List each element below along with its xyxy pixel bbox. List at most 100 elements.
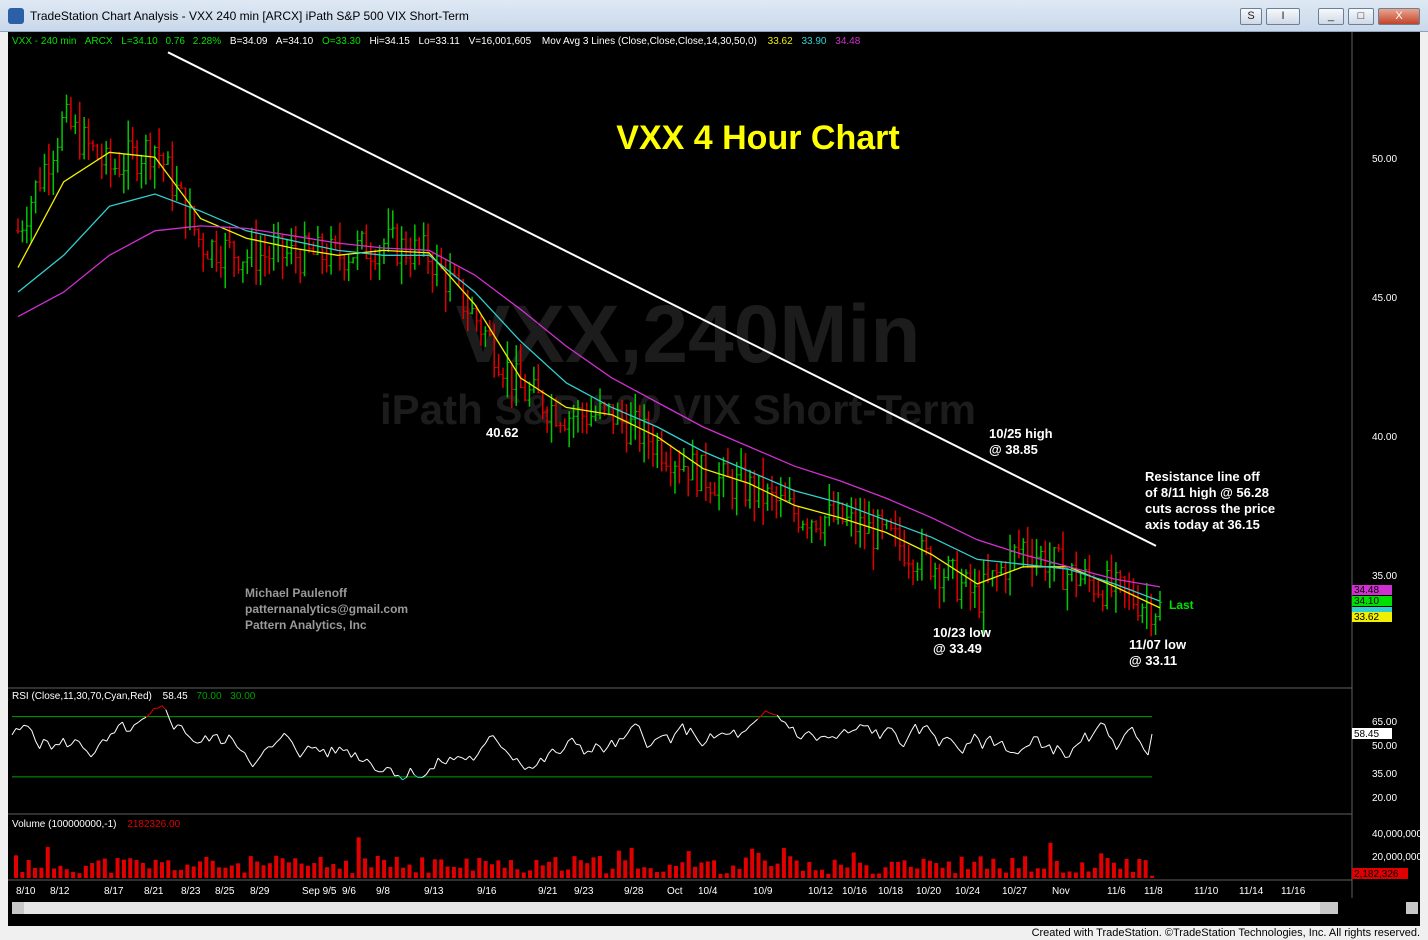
rsi-line-segment <box>70 739 76 746</box>
rsi-line-segment <box>1092 728 1098 736</box>
volume-bar <box>413 872 418 878</box>
scroll-right-button[interactable] <box>1406 902 1418 914</box>
volume-bar <box>210 860 215 878</box>
rsi-line-segment <box>213 734 218 736</box>
chart-canvas[interactable]: VXX,240Min iPath S&P 500 VIX Short-Term … <box>8 32 1420 930</box>
volume-bar <box>96 860 101 878</box>
scroll-thumb[interactable] <box>1320 902 1338 914</box>
volume-bar <box>566 869 571 878</box>
header-ask: A=34.10 <box>276 36 314 47</box>
volume-bar <box>121 859 126 878</box>
maximize-button[interactable]: □ <box>1348 8 1374 25</box>
rsi-line-segment <box>358 759 364 763</box>
volume-bar <box>1137 858 1142 878</box>
volume-bar <box>388 866 393 878</box>
volume-bar <box>946 861 951 878</box>
tag-ma14: 33.62 <box>1354 612 1379 623</box>
rsi-line-segment <box>1104 724 1110 736</box>
annotation-low-40-62: 40.62 <box>486 425 519 440</box>
rsi-line-segment <box>248 760 254 768</box>
rsi-line-segment <box>193 740 198 744</box>
rsi-line-segment <box>346 749 352 758</box>
volume-bar <box>451 866 456 878</box>
x-axis-label: Oct <box>667 886 683 897</box>
rsi-line-segment <box>43 738 48 742</box>
header-volume: V=16,001,605 <box>469 36 532 47</box>
volume-bar <box>667 864 672 878</box>
volume-bar <box>1035 868 1040 878</box>
window-titlebar: TradeStation Chart Analysis - VXX 240 mi… <box>0 0 1428 32</box>
rsi-line-segment <box>157 705 163 709</box>
x-axis-label: 11/16 <box>1281 886 1306 897</box>
minimize-button[interactable]: _ <box>1318 8 1344 25</box>
close-button[interactable]: X <box>1378 8 1420 25</box>
rsi-line-segment <box>765 710 770 714</box>
ma30-value: 33.90 <box>801 36 826 47</box>
rsi-line-segment <box>1096 722 1102 729</box>
chart-title: VXX 4 Hour Chart <box>616 119 899 157</box>
rsi-line-segment <box>528 766 533 769</box>
volume-bar <box>635 868 640 878</box>
symbol-link-button[interactable]: S <box>1240 8 1262 25</box>
rsi-line-segment <box>256 756 261 762</box>
rsi-line-segment <box>599 746 605 753</box>
rsi-line-segment <box>481 743 486 749</box>
volume-bar <box>489 864 494 878</box>
rsi-line-segment <box>520 764 526 770</box>
rsi-line-segment <box>129 724 135 732</box>
scrollbar-track[interactable] <box>12 902 1338 914</box>
volume-bar <box>458 867 463 878</box>
header-change: 0.76 <box>166 36 186 47</box>
volume-bar <box>464 858 469 878</box>
rsi-line-segment <box>303 745 309 753</box>
x-axis-label: 9/28 <box>624 886 644 897</box>
volume-bar <box>223 867 228 878</box>
volume-bar <box>965 869 970 878</box>
volume-bar <box>1004 872 1009 878</box>
rsi-line-segment <box>1065 756 1070 758</box>
rsi-line-segment <box>295 749 301 758</box>
rsi-line-segment <box>1108 735 1113 741</box>
rsi-line-segment <box>615 738 620 748</box>
rsi-line-segment <box>899 742 904 748</box>
volume-bar <box>781 848 786 878</box>
scroll-left-button[interactable] <box>12 902 24 914</box>
volume-bar <box>680 862 685 878</box>
volume-bar <box>851 852 856 878</box>
volume-bar <box>1023 856 1028 878</box>
author-company: Pattern Analytics, Inc <box>245 618 367 632</box>
rsi-line-segment <box>630 723 636 728</box>
volume-bar <box>648 868 653 878</box>
tag-ma50: 34.48 <box>1354 585 1379 596</box>
volume-bar <box>864 865 869 878</box>
indicator-menu-button[interactable]: I <box>1266 8 1300 25</box>
volume-bar <box>1124 859 1129 878</box>
rsi-line-segment <box>437 757 443 763</box>
rsi-line-segment <box>773 713 778 716</box>
rsi-line-segment <box>1001 740 1007 751</box>
watermark-name: iPath S&P 500 VIX Short-Term <box>380 386 976 433</box>
x-axis-label: 8/23 <box>181 886 201 897</box>
rsi-line-segment <box>1025 744 1030 748</box>
volume-bar <box>185 864 190 878</box>
rsi-line-segment <box>887 727 892 729</box>
header-symbol: VXX - 240 min <box>12 36 76 47</box>
rsi-line-segment <box>1068 747 1074 758</box>
volume-bar <box>877 873 882 878</box>
rsi-line-segment <box>910 723 916 732</box>
rsi-line-segment <box>244 752 250 761</box>
volume-bar <box>515 869 520 878</box>
chart-area[interactable]: VXX,240Min iPath S&P 500 VIX Short-Term … <box>8 32 1420 930</box>
volume-bar <box>756 852 761 878</box>
resistance-trendline[interactable] <box>167 51 1157 547</box>
rsi-line-segment <box>477 747 482 756</box>
header-bid: B=34.09 <box>230 36 268 47</box>
horizontal-scrollbar[interactable] <box>12 902 1418 914</box>
volume-bar <box>889 861 894 878</box>
annotation-resistance-line3: cuts across the price <box>1145 501 1275 516</box>
volume-bar <box>1054 860 1059 878</box>
rsi-line-segment <box>914 723 920 735</box>
rsi-line-segment <box>697 740 703 747</box>
x-axis-label: 11/14 <box>1239 886 1264 897</box>
rsi-line-segment <box>516 758 522 765</box>
